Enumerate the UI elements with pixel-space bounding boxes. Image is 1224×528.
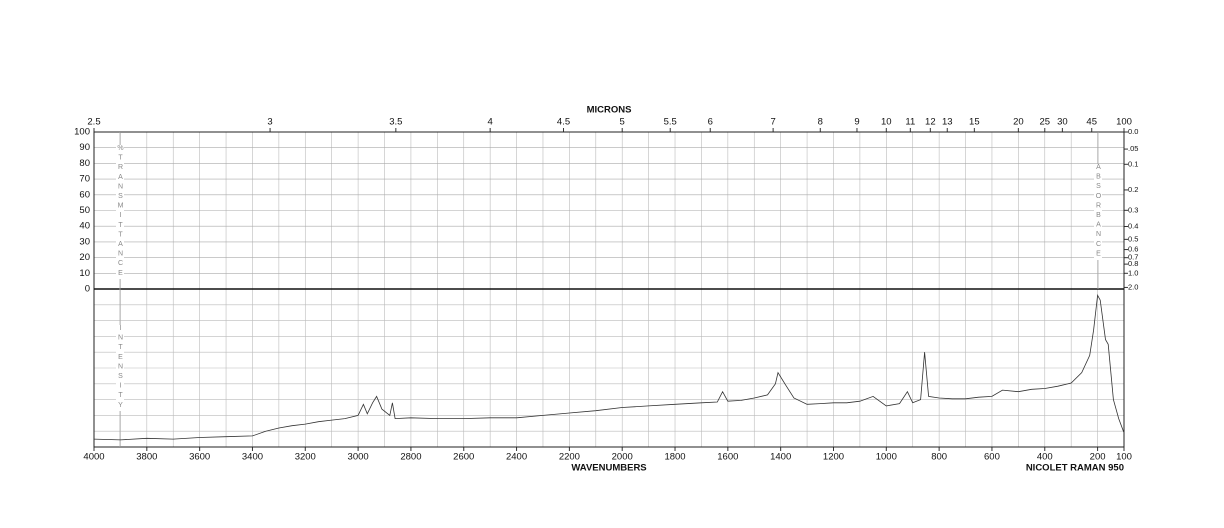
intensity-axis-title: INTENSITY <box>116 325 124 412</box>
instrument-label: NICOLET RAMAN 950 <box>1026 463 1124 474</box>
absorbance-tick-label: 0.7 <box>1128 253 1138 262</box>
absorbance-tick-label: 0.8 <box>1128 259 1138 268</box>
y-tick-label: 60 <box>79 189 90 200</box>
absorbance-axis-title: ABSORBANCE <box>1094 164 1102 260</box>
micron-tick-label: 11 <box>905 117 915 128</box>
absorbance-tick-label: 2.0 <box>1128 282 1138 291</box>
x-tick-label: 3000 <box>348 452 369 463</box>
micron-axis-title: MICRONS <box>587 105 632 116</box>
y-axis-title: %TRANSMITTANCE <box>116 145 124 280</box>
micron-tick-label: 7 <box>770 117 775 128</box>
micron-tick-label: 13 <box>942 117 953 128</box>
x-tick-label: 1600 <box>717 452 738 463</box>
micron-tick-label: 6 <box>708 117 713 128</box>
x-tick-label: 600 <box>984 452 1000 463</box>
x-tick-label: 2600 <box>453 452 474 463</box>
micron-tick-label: 5.5 <box>664 117 677 128</box>
x-tick-label: 3800 <box>136 452 157 463</box>
absorbance-tick-label: 0.0 <box>1128 127 1138 136</box>
spectrum-line <box>93 293 1125 441</box>
x-tick-label: 200 <box>1090 452 1106 463</box>
x-axis-title: WAVENUMBERS <box>571 463 646 474</box>
x-tick-label: 2000 <box>612 452 633 463</box>
x-tick-label: 1800 <box>664 452 685 463</box>
x-tick-label: 2800 <box>400 452 421 463</box>
micron-tick-label: 100 <box>1116 117 1132 128</box>
absorbance-tick-label: 0.5 <box>1128 234 1138 243</box>
x-tick-label: 2400 <box>506 452 527 463</box>
absorbance-tick-label: 0.6 <box>1128 245 1138 254</box>
x-tick-label: 800 <box>931 452 947 463</box>
x-tick-label: 3400 <box>242 452 263 463</box>
absorbance-tick-label: 0.1 <box>1128 159 1138 168</box>
y-tick-label: 30 <box>79 236 90 247</box>
y-tick-label: 50 <box>79 205 90 216</box>
micron-tick-label: 25 <box>1039 117 1050 128</box>
micron-tick-label: 30 <box>1057 117 1068 128</box>
micron-tick-label: 15 <box>969 117 980 128</box>
absorbance-tick-label: 0.3 <box>1128 205 1138 214</box>
micron-tick-label: 3.5 <box>389 117 402 128</box>
micron-tick-label: 20 <box>1013 117 1024 128</box>
micron-tick-label: 9 <box>854 117 859 128</box>
y-tick-label: 80 <box>79 158 90 169</box>
y-tick-label: 40 <box>79 221 90 232</box>
micron-tick-label: 10 <box>881 117 892 128</box>
micron-tick-label: 3 <box>267 117 272 128</box>
y-tick-label: 100 <box>74 127 90 138</box>
x-tick-label: 100 <box>1116 452 1132 463</box>
x-tick-label: 2200 <box>559 452 580 463</box>
y-tick-label: 70 <box>79 174 90 185</box>
micron-tick-label: 8 <box>818 117 823 128</box>
micron-tick-label: 4 <box>488 117 493 128</box>
micron-tick-label: 2.5 <box>87 117 100 128</box>
x-tick-label: 1000 <box>876 452 897 463</box>
y-tick-label: 20 <box>79 252 90 263</box>
absorbance-tick-label: 0.2 <box>1128 185 1138 194</box>
y-tick-label: 10 <box>79 268 90 279</box>
absorbance-tick-label: 1.0 <box>1128 268 1138 277</box>
x-tick-label: 4000 <box>83 452 104 463</box>
x-tick-label: 3200 <box>295 452 316 463</box>
absorbance-tick-label: 0.4 <box>1128 221 1138 230</box>
micron-tick-label: 45 <box>1086 117 1097 128</box>
y-tick-label: 0 <box>85 284 90 295</box>
micron-tick-label: 5 <box>620 117 625 128</box>
micron-tick-label: 4.5 <box>557 117 570 128</box>
x-tick-label: 3600 <box>189 452 210 463</box>
y-tick-label: 90 <box>79 142 90 153</box>
x-tick-label: 400 <box>1037 452 1053 463</box>
x-tick-label: 1400 <box>770 452 791 463</box>
absorbance-tick-label: .05 <box>1128 144 1138 153</box>
micron-tick-label: 12 <box>925 117 936 128</box>
x-tick-label: 1200 <box>823 452 844 463</box>
